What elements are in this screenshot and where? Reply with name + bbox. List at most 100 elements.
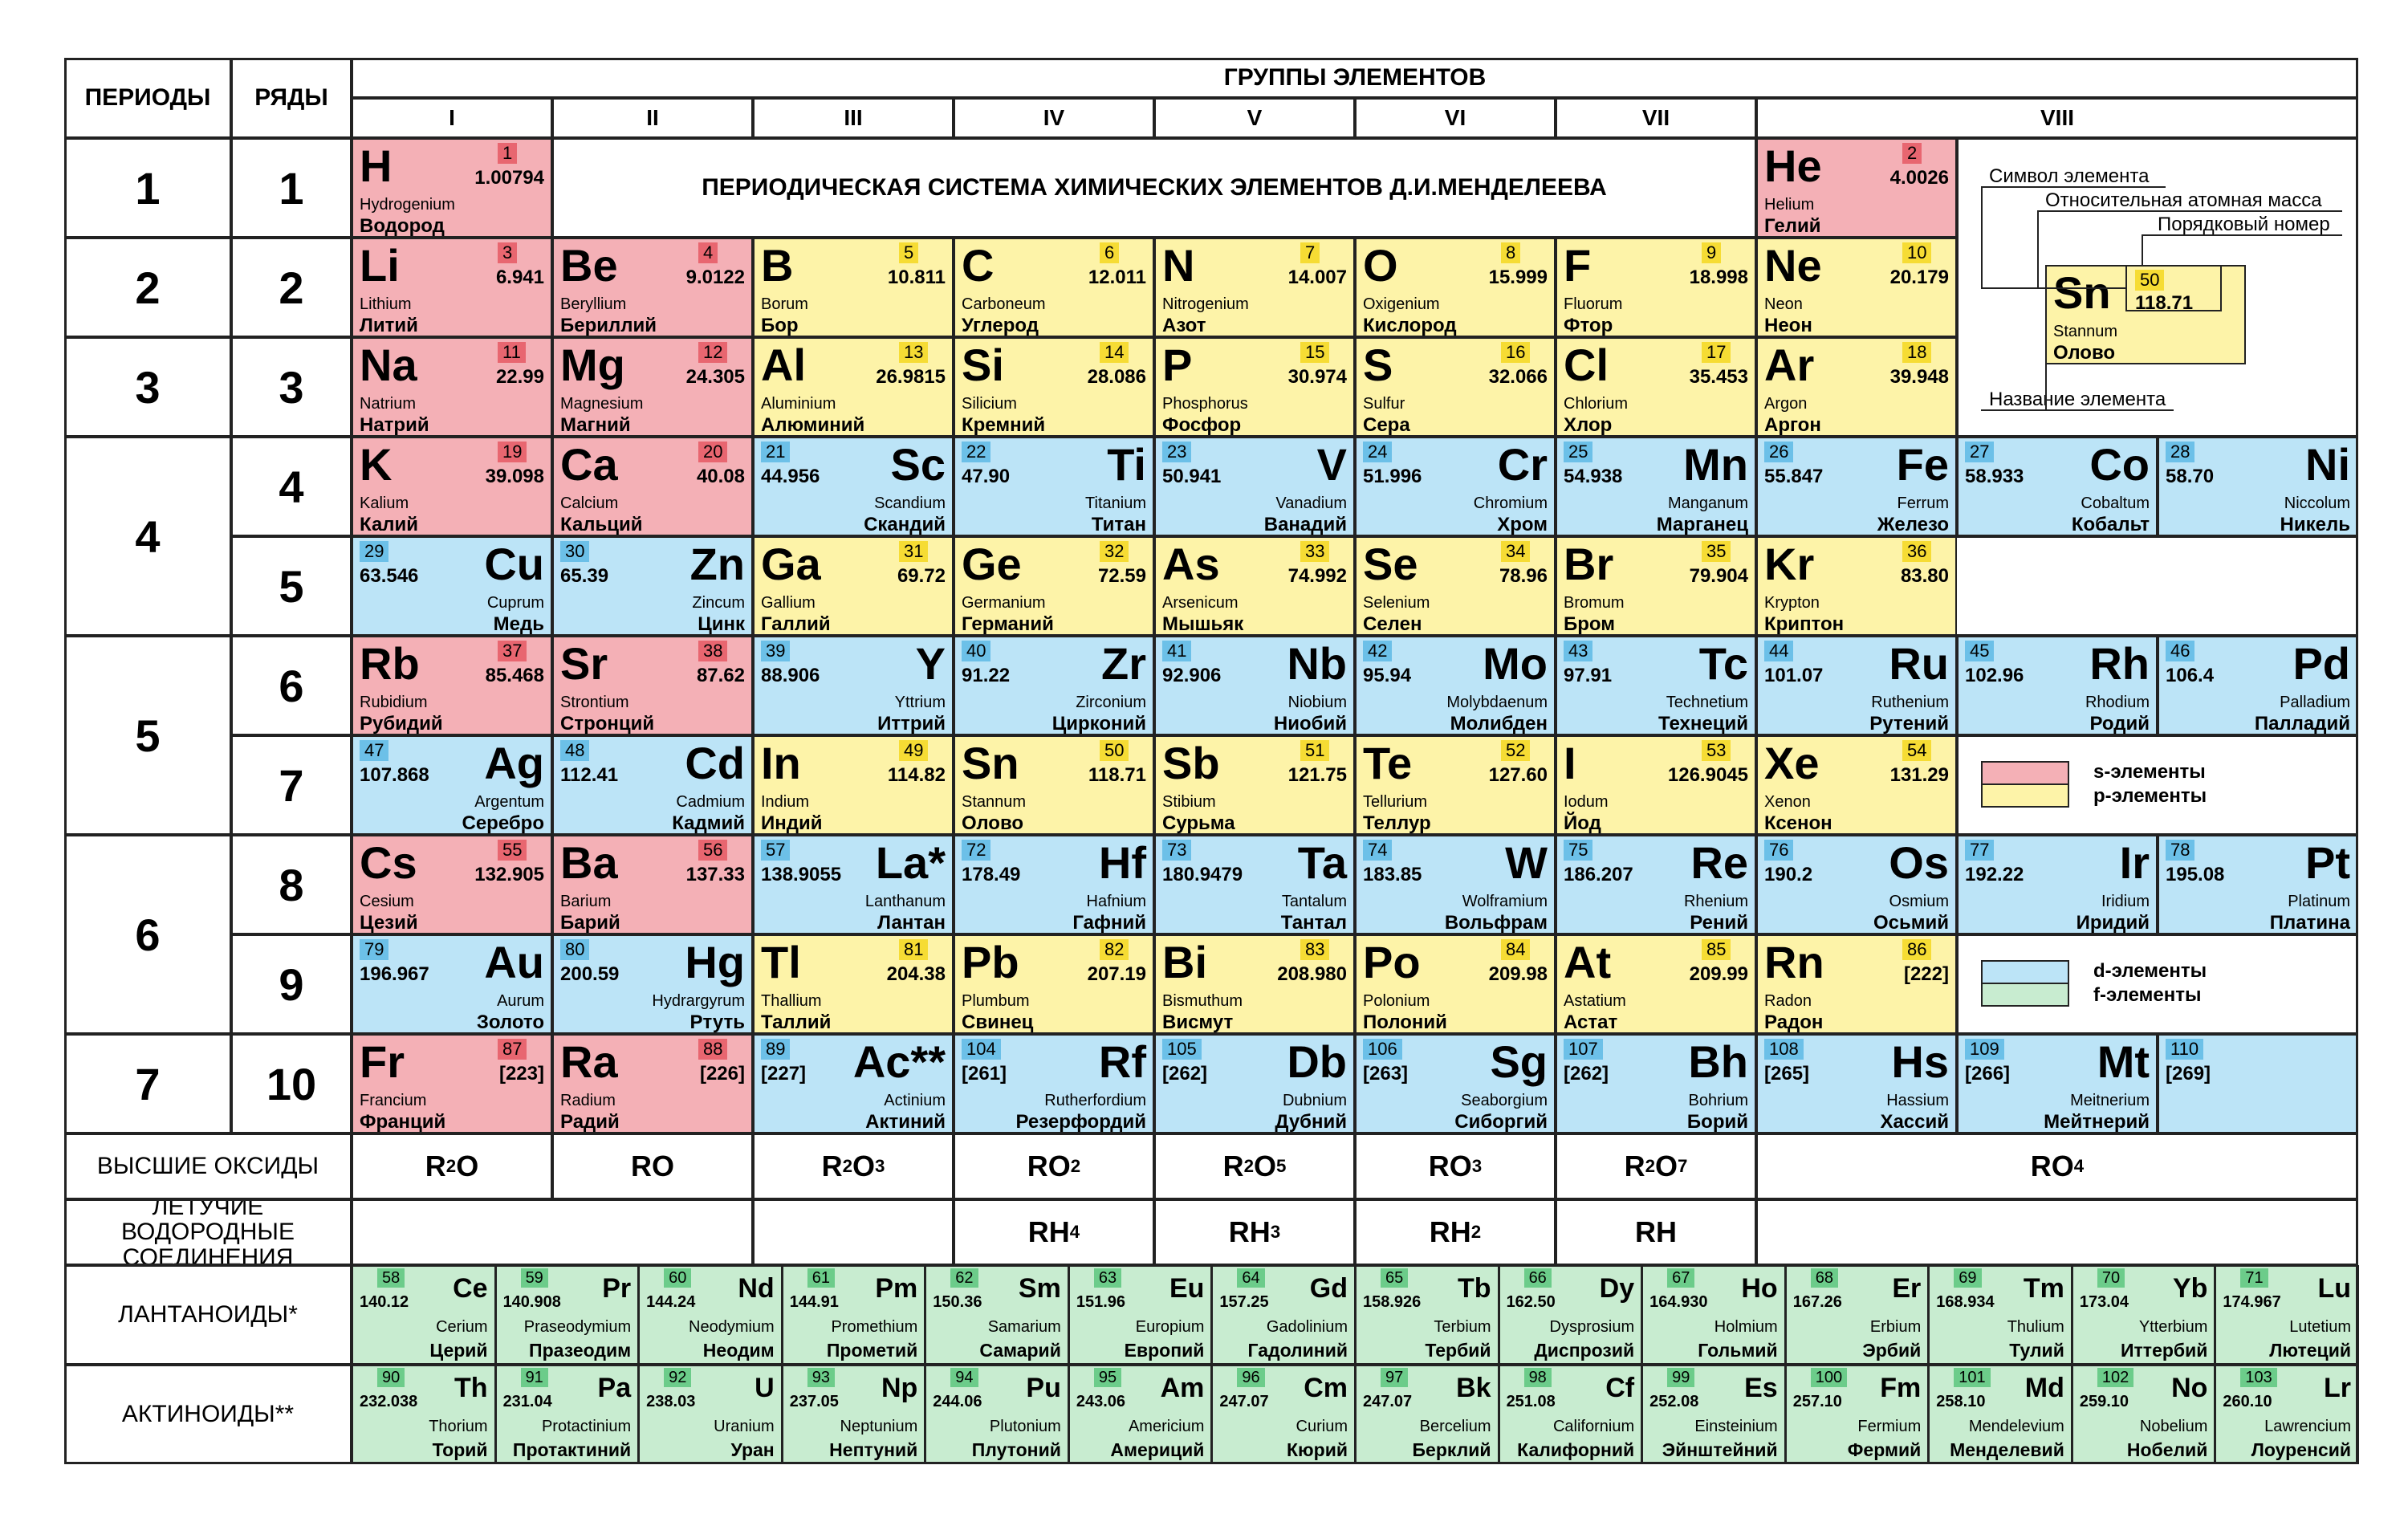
- latin-name: Molybdaenum: [1446, 694, 1548, 711]
- group-header-6: VI: [1355, 98, 1556, 138]
- latin-name: Seaborgium: [1461, 1092, 1548, 1109]
- lanthanides-cell: Eu 63 151.96 Europium Европий: [1068, 1265, 1213, 1365]
- element-symbol: Mt: [2097, 1036, 2150, 1087]
- formula-part: R: [821, 1150, 843, 1182]
- element-symbol: Ca: [560, 439, 618, 490]
- element-cell-niccolum: Ni 28 58.70 Niccolum Никель: [2158, 437, 2358, 536]
- element-cell-germanium: Ge 32 72.59 Germanium Германий: [954, 536, 1154, 636]
- element-cell-helium: He 2 4.0026 Helium Гелий: [1756, 138, 1957, 238]
- russian-name: Радий: [560, 1111, 620, 1133]
- leader-line: [2045, 363, 2047, 409]
- element-symbol: Mg: [560, 340, 625, 390]
- latin-name: Strontium: [560, 694, 629, 711]
- atomic-mass: 40.08: [696, 466, 745, 487]
- atomic-mass: 6.941: [495, 267, 544, 288]
- latin-name: Europium: [1135, 1318, 1205, 1336]
- formula-part: RO: [1428, 1150, 1472, 1182]
- latin-name: Iodum: [1564, 793, 1609, 811]
- leader-line: [2142, 234, 2342, 236]
- element-symbol: Sg: [1490, 1036, 1548, 1087]
- element-symbol: As: [1162, 539, 1220, 589]
- latin-name: Chromium: [1473, 494, 1548, 512]
- atomic-mass: 15.999: [1488, 267, 1548, 288]
- leader-line: [2037, 210, 2342, 212]
- atomic-number: 23: [1162, 442, 1192, 462]
- atomic-number: 74: [1363, 840, 1393, 861]
- oxide-cell-4: RO 2: [954, 1133, 1154, 1199]
- atomic-mass: 4.0026: [1889, 167, 1949, 189]
- atomic-mass: 247.07: [1219, 1393, 1269, 1410]
- row-cell-6: 6: [231, 636, 352, 735]
- group-label: I: [449, 105, 455, 130]
- latin-name: Tantalum: [1281, 893, 1347, 910]
- formula-index: 2: [1645, 1156, 1655, 1176]
- russian-name: Радон: [1764, 1011, 1824, 1033]
- lanthanides-cell: Ho 67 164.930 Holmium Гольмий: [1641, 1265, 1786, 1365]
- latin-name: Thorium: [429, 1418, 488, 1435]
- lanthanides-cell: Ce 58 140.12 Cerium Церий: [352, 1265, 496, 1365]
- leader-line: [2037, 210, 2039, 287]
- atomic-mass: 151.96: [1076, 1293, 1126, 1311]
- element-cell-lanthanum: La* 57 138.9055 Lanthanum Лантан: [753, 835, 954, 934]
- leader-line: [1981, 186, 1983, 289]
- atomic-number: 50: [1100, 740, 1129, 761]
- atomic-mass: 157.25: [1219, 1293, 1269, 1311]
- element-symbol: Br: [1564, 539, 1614, 589]
- atomic-mass: 54.938: [1564, 466, 1623, 487]
- group-label: V: [1247, 105, 1263, 130]
- russian-name: Цинк: [698, 613, 745, 635]
- russian-name: Фермий: [1847, 1439, 1922, 1460]
- actinides-cell: Bk 97 247.07 Bercelium Берклий: [1355, 1365, 1499, 1464]
- formula-part: RH: [1429, 1215, 1471, 1248]
- formula-part: O: [852, 1150, 875, 1182]
- latin-name: Bromum: [1564, 594, 1625, 612]
- atomic-number: 87: [498, 1039, 527, 1060]
- atomic-mass: 150.36: [933, 1293, 982, 1311]
- atomic-number: 96: [1237, 1368, 1265, 1387]
- element-symbol: Re: [1690, 837, 1748, 888]
- russian-name: Лантан: [877, 912, 946, 934]
- element-symbol: Pu: [1026, 1373, 1061, 1403]
- element-cell-bromum: Br 35 79.904 Bromum Бром: [1556, 536, 1756, 636]
- latin-name: Dysprosium: [1549, 1318, 1635, 1336]
- element-cell-cobaltum: Co 27 58.933 Cobaltum Кобальт: [1957, 437, 2158, 536]
- title-cell: ПЕРИОДИЧЕСКАЯ СИСТЕМА ХИМИЧЕСКИХ ЭЛЕМЕНТ…: [552, 138, 1756, 238]
- atomic-mass: 9.0122: [685, 267, 745, 288]
- atomic-number: 83: [1300, 939, 1330, 960]
- element-cell-radon: Rn 86 [222] Radon Радон: [1756, 934, 1957, 1034]
- lanthanides-cell: Er 68 167.26 Erbium Эрбий: [1784, 1265, 1930, 1365]
- atomic-number: 109: [1965, 1039, 2004, 1060]
- atomic-number: 107: [1564, 1039, 1603, 1060]
- russian-name: Селен: [1363, 613, 1422, 635]
- element-symbol: F: [1564, 240, 1592, 291]
- russian-name: Кальций: [560, 514, 643, 535]
- element-symbol: Ra: [560, 1036, 618, 1087]
- element-cell-manganum: Mn 25 54.938 Manganum Марганец: [1556, 437, 1756, 536]
- atomic-number: 55: [498, 840, 527, 861]
- atomic-number: 9: [1702, 242, 1722, 263]
- atomic-mass: 208.980: [1277, 963, 1347, 985]
- p-swatch: [1981, 783, 2069, 808]
- atomic-mass: 195.08: [2166, 864, 2225, 885]
- atomic-mass: 12.011: [1088, 267, 1146, 288]
- leader-line: [1981, 287, 2045, 289]
- atomic-number: 1: [498, 143, 518, 164]
- russian-name: Резерфордий: [1015, 1111, 1146, 1133]
- element-symbol: Es: [1744, 1373, 1778, 1403]
- group-header-2: II: [552, 98, 753, 138]
- atomic-mass: 237.05: [789, 1393, 839, 1410]
- element-symbol: Ag: [484, 738, 544, 788]
- latin-name: Promethium: [831, 1318, 918, 1336]
- atomic-mass: 183.85: [1363, 864, 1422, 885]
- leader-line: [1981, 186, 2166, 188]
- russian-name: Рений: [1690, 912, 1748, 934]
- atomic-mass: 140.12: [360, 1293, 409, 1311]
- russian-name: Гелий: [1764, 215, 1821, 237]
- latin-name: Wolframium: [1462, 893, 1548, 910]
- atomic-number: 7: [1300, 242, 1320, 263]
- latin-name: Yttrium: [894, 694, 946, 711]
- element-symbol: Eu: [1169, 1273, 1205, 1304]
- element-cell-krypton: Kr 36 83.80 Krypton Криптон: [1756, 536, 1957, 636]
- russian-name: Тантал: [1280, 912, 1347, 934]
- latin-name: Terbium: [1434, 1318, 1491, 1336]
